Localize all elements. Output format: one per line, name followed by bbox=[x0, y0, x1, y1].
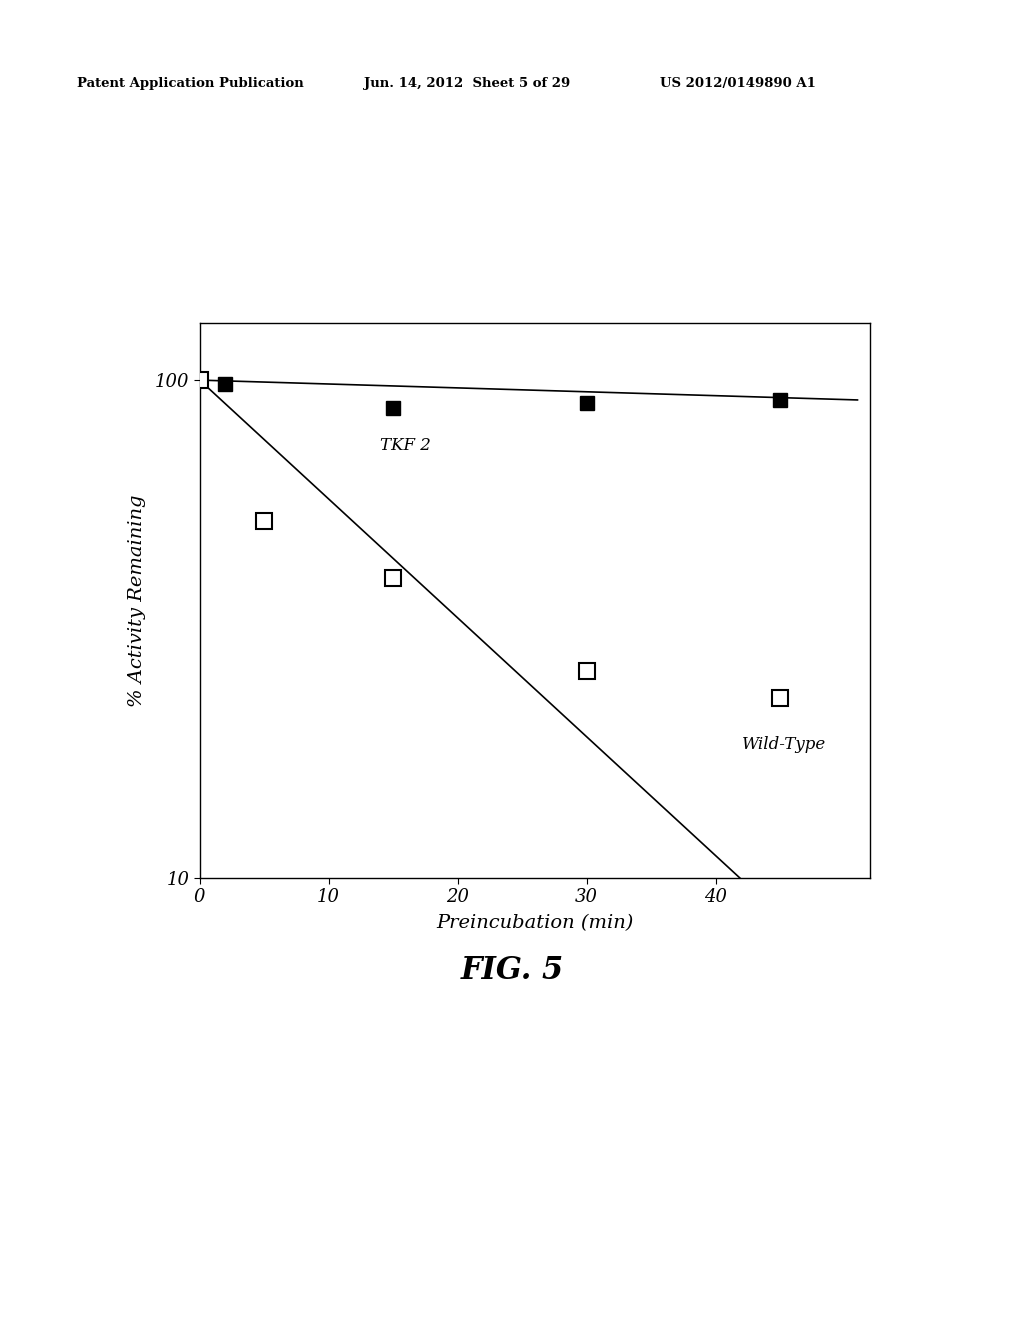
Text: Patent Application Publication: Patent Application Publication bbox=[77, 77, 303, 90]
Text: Wild-Type: Wild-Type bbox=[741, 737, 825, 754]
X-axis label: Preincubation (min): Preincubation (min) bbox=[436, 915, 634, 932]
Text: FIG. 5: FIG. 5 bbox=[461, 954, 563, 986]
Text: Jun. 14, 2012  Sheet 5 of 29: Jun. 14, 2012 Sheet 5 of 29 bbox=[364, 77, 569, 90]
Text: TKF 2: TKF 2 bbox=[380, 437, 431, 454]
Y-axis label: % Activity Remaining: % Activity Remaining bbox=[128, 495, 146, 706]
Text: US 2012/0149890 A1: US 2012/0149890 A1 bbox=[660, 77, 816, 90]
